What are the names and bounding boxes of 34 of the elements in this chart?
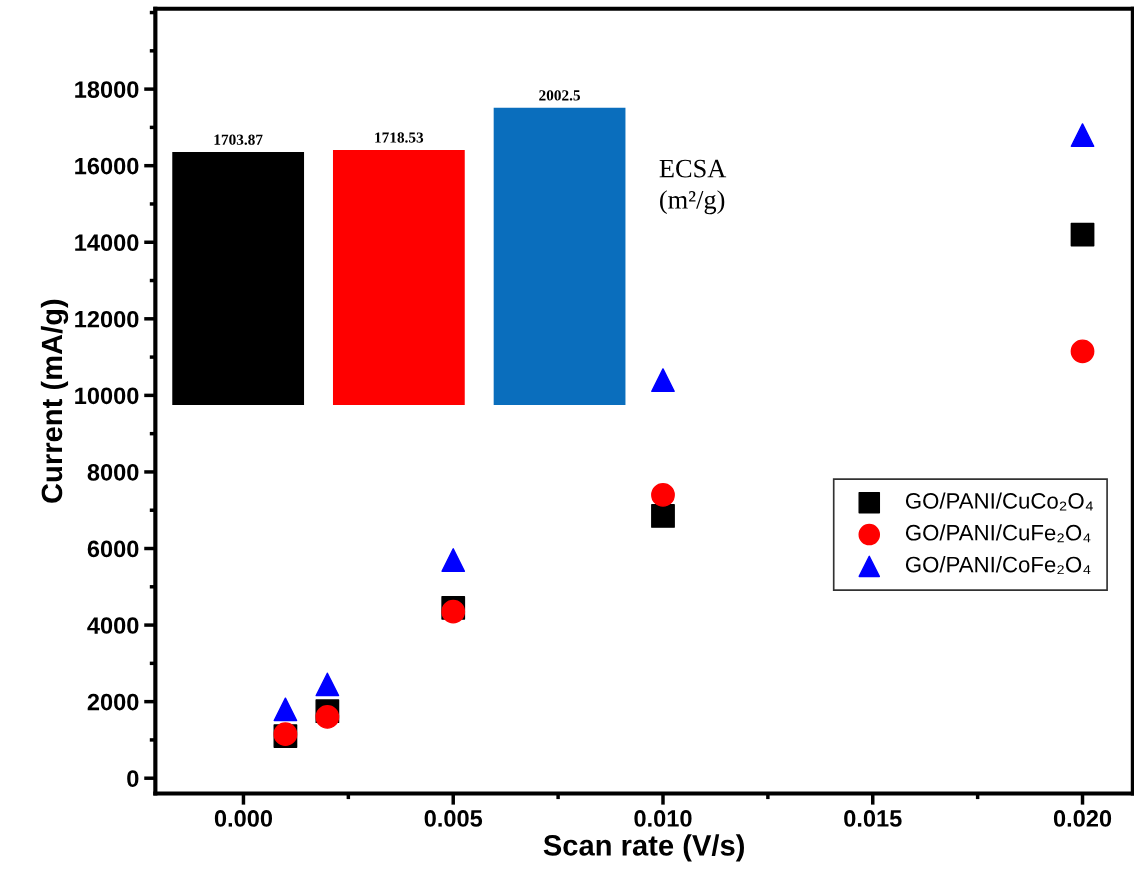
x-tick-label: 0.000 (214, 810, 273, 827)
legend-label: GO/PANI/CuFe₂O₄ (905, 524, 1091, 543)
legend-label: GO/PANI/CoFe₂O₄ (905, 556, 1091, 575)
point (651, 483, 675, 507)
y-axis-title: Current (mA/g) (40, 299, 69, 503)
data-label: 2002.5 (539, 90, 581, 101)
y-tick-label: 12000 (75, 310, 139, 328)
y-tick-label: 0 (127, 770, 139, 787)
x-tick-label: 0.005 (424, 810, 483, 827)
y-tick-label: 16000 (75, 157, 139, 175)
point (1070, 123, 1095, 147)
point (651, 368, 675, 392)
y-tick-label: 14000 (75, 234, 139, 252)
point (315, 705, 340, 729)
y-tick-label: 8000 (87, 464, 139, 481)
point (651, 504, 675, 528)
data-label: 1703.87 (214, 134, 263, 145)
x-tick-label: 0.020 (1053, 810, 1112, 827)
legend-label: GO/PANI/CuCo₂O₄ (905, 492, 1093, 511)
y-tick-label: 18000 (75, 81, 139, 98)
point (1070, 222, 1095, 247)
x-axis-title: Scan rate (V/s) (543, 834, 744, 862)
x-tick-label: 0.010 (634, 810, 692, 827)
point (1070, 339, 1095, 364)
y-tick-label: 6000 (87, 540, 139, 558)
data-label: 1718.53 (375, 132, 424, 143)
y-tick-label: 4000 (87, 617, 139, 634)
point (441, 548, 466, 572)
y-tick-label: 10000 (75, 387, 139, 405)
x-tick-label: 0.015 (844, 810, 902, 827)
point (273, 697, 298, 722)
point (315, 672, 340, 697)
annotation: ECSA (m²/g) (659, 159, 727, 215)
y-tick-label: 2000 (87, 693, 139, 711)
